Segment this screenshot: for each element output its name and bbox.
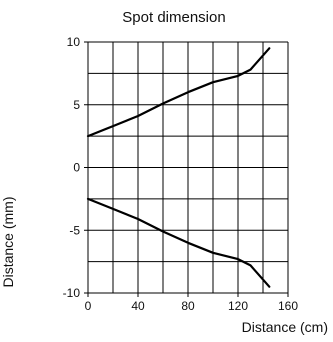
y-tick-label: -5: [69, 223, 80, 237]
y-axis-label: Distance (mm): [0, 196, 16, 287]
x-tick-label: 0: [85, 299, 92, 313]
x-axis-label: Distance (cm): [242, 319, 328, 335]
x-tick-label: 120: [228, 299, 248, 313]
chart-title: Spot dimension: [122, 9, 225, 26]
grid: [84, 41, 289, 297]
x-tick-label: 160: [278, 299, 298, 313]
y-tick-label: -10: [63, 286, 81, 300]
y-tick-label: 5: [73, 98, 80, 112]
y-tick-label: 10: [67, 35, 81, 49]
y-tick-label: 0: [73, 161, 80, 175]
x-tick-label: 40: [131, 299, 145, 313]
lower-spot-boundary-line: [86, 197, 271, 288]
series-lines: [86, 47, 271, 288]
upper-spot-boundary-line: [86, 47, 271, 138]
x-tick-label: 80: [181, 299, 195, 313]
tick-labels: 0 40 80 120 160 -10 -5 0 5 10: [63, 35, 299, 313]
